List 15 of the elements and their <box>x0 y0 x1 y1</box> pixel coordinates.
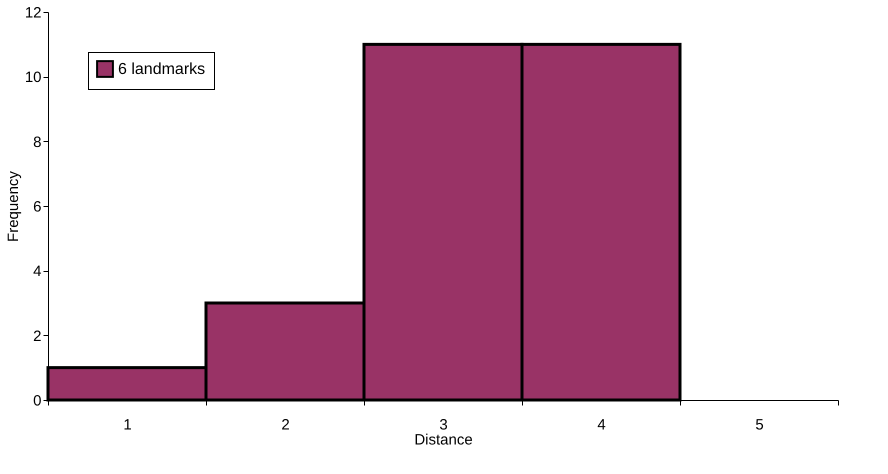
y-tick-label: 6 <box>33 198 42 216</box>
x-axis-title: Distance <box>414 432 473 448</box>
y-tick-label: 8 <box>33 134 42 151</box>
x-tick-label: 1 <box>123 416 132 434</box>
y-tick-label: 4 <box>33 263 42 280</box>
x-tick-label: 5 <box>755 416 764 434</box>
y-tick-label: 0 <box>33 392 42 410</box>
y-axis-title: Frequency <box>4 170 22 242</box>
y-tick-label: 10 <box>24 69 42 86</box>
legend-label: 6 landmarks <box>118 61 206 78</box>
y-tick-label: 12 <box>24 4 42 22</box>
x-tick-label: 2 <box>281 416 290 434</box>
x-tick-label: 4 <box>597 416 606 434</box>
y-tick-label: 2 <box>33 328 42 345</box>
x-tick-label: 3 <box>439 416 448 434</box>
